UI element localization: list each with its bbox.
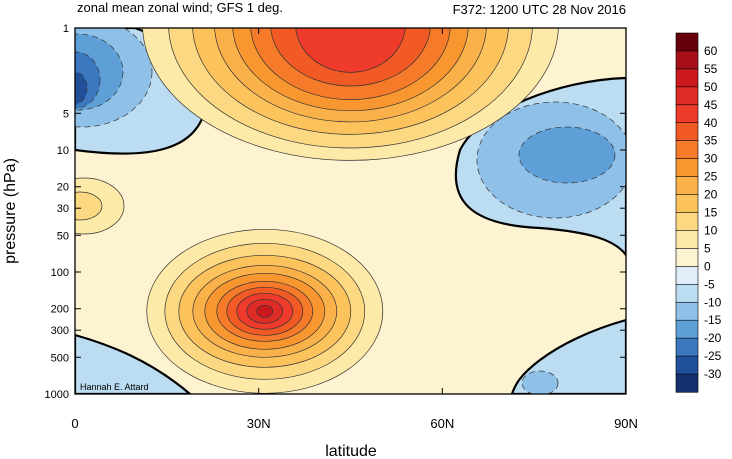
contour-band [518,126,616,184]
colorbar-label: 35 [704,134,718,148]
y-tick-label: 1 [63,23,69,35]
colorbar: 605550454035302520151050-5-10-15-20-25-3… [675,32,722,393]
colorbar-swatch [675,337,699,357]
colorbar-label: 0 [704,259,711,273]
colorbar-swatch [675,50,699,70]
colorbar-label: 30 [704,152,718,166]
y-tick-label: 10 [57,145,69,157]
x-tick-label: 30N [247,416,271,431]
y-axis-label: pressure (hPa) [2,158,19,264]
y-tick-label: 5 [63,108,69,120]
colorbar-label: 50 [704,80,718,94]
y-tick-label: 1000 [45,389,69,401]
colorbar-label: 60 [704,44,718,58]
colorbar-label: -25 [704,349,722,363]
y-tick-label: 200 [51,304,69,316]
y-axis: 1 5 10 20 30 50 100 200 300 500 1000 [45,23,626,401]
colorbar-swatch [675,230,699,249]
colorbar-swatch [675,373,699,393]
colorbar-label: 10 [704,223,718,237]
colorbar-swatch [675,194,699,214]
colorbar-label: -15 [704,313,722,327]
plot-frame [74,27,627,395]
y-tick-label: 30 [57,203,69,215]
colorbar-label: 15 [704,206,718,220]
colorbar-swatch [675,355,699,375]
x-tick-label: 60N [430,416,454,431]
y-tick-label: 50 [57,230,69,242]
colorbar-swatch [675,301,699,321]
contour-band [75,71,88,105]
contour-field [75,28,626,394]
y-tick-label: 20 [57,182,69,194]
colorbar-swatch [675,319,699,339]
colorbar-label: 45 [704,98,718,112]
colorbar-label: 5 [704,241,711,255]
credit-label: Hannah E. Attard [80,382,149,392]
colorbar-swatch [675,212,699,232]
colorbar-label: -5 [704,277,715,291]
colorbar-label: 25 [704,170,718,184]
colorbar-label: 20 [704,188,718,202]
contour-band [256,304,274,318]
colorbar-label: -30 [704,367,722,381]
y-tick-label: 100 [51,267,69,279]
colorbar-swatch [675,283,699,303]
colorbar-swatch [675,176,699,196]
y-tick-label: 300 [51,325,69,337]
chart-title-left: zonal mean zonal wind; GFS 1 deg. [77,0,283,15]
colorbar-swatch [675,158,699,178]
colorbar-swatch [675,32,699,52]
colorbar-swatch [675,68,699,88]
colorbar-swatch [675,140,699,160]
x-tick-label: 90N [614,416,638,431]
colorbar-label: -10 [704,295,722,309]
colorbar-label: 55 [704,62,718,76]
colorbar-swatch [675,122,699,142]
y-tick-label: 500 [51,352,69,364]
colorbar-label: -20 [704,331,722,345]
colorbar-swatch [675,86,699,106]
x-axis: 0 30N 60N 90N [71,28,638,431]
colorbar-label: 40 [704,116,718,130]
chart-title-right: F372: 1200 UTC 28 Nov 2016 [453,2,626,17]
colorbar-swatch [675,266,699,285]
x-axis-label: latitude [325,443,377,459]
contour-band [295,28,406,73]
x-tick-label: 0 [71,416,78,431]
colorbar-swatch [675,248,699,267]
contour-band [75,191,103,221]
colorbar-swatch [675,104,699,124]
contour-band [521,370,559,394]
